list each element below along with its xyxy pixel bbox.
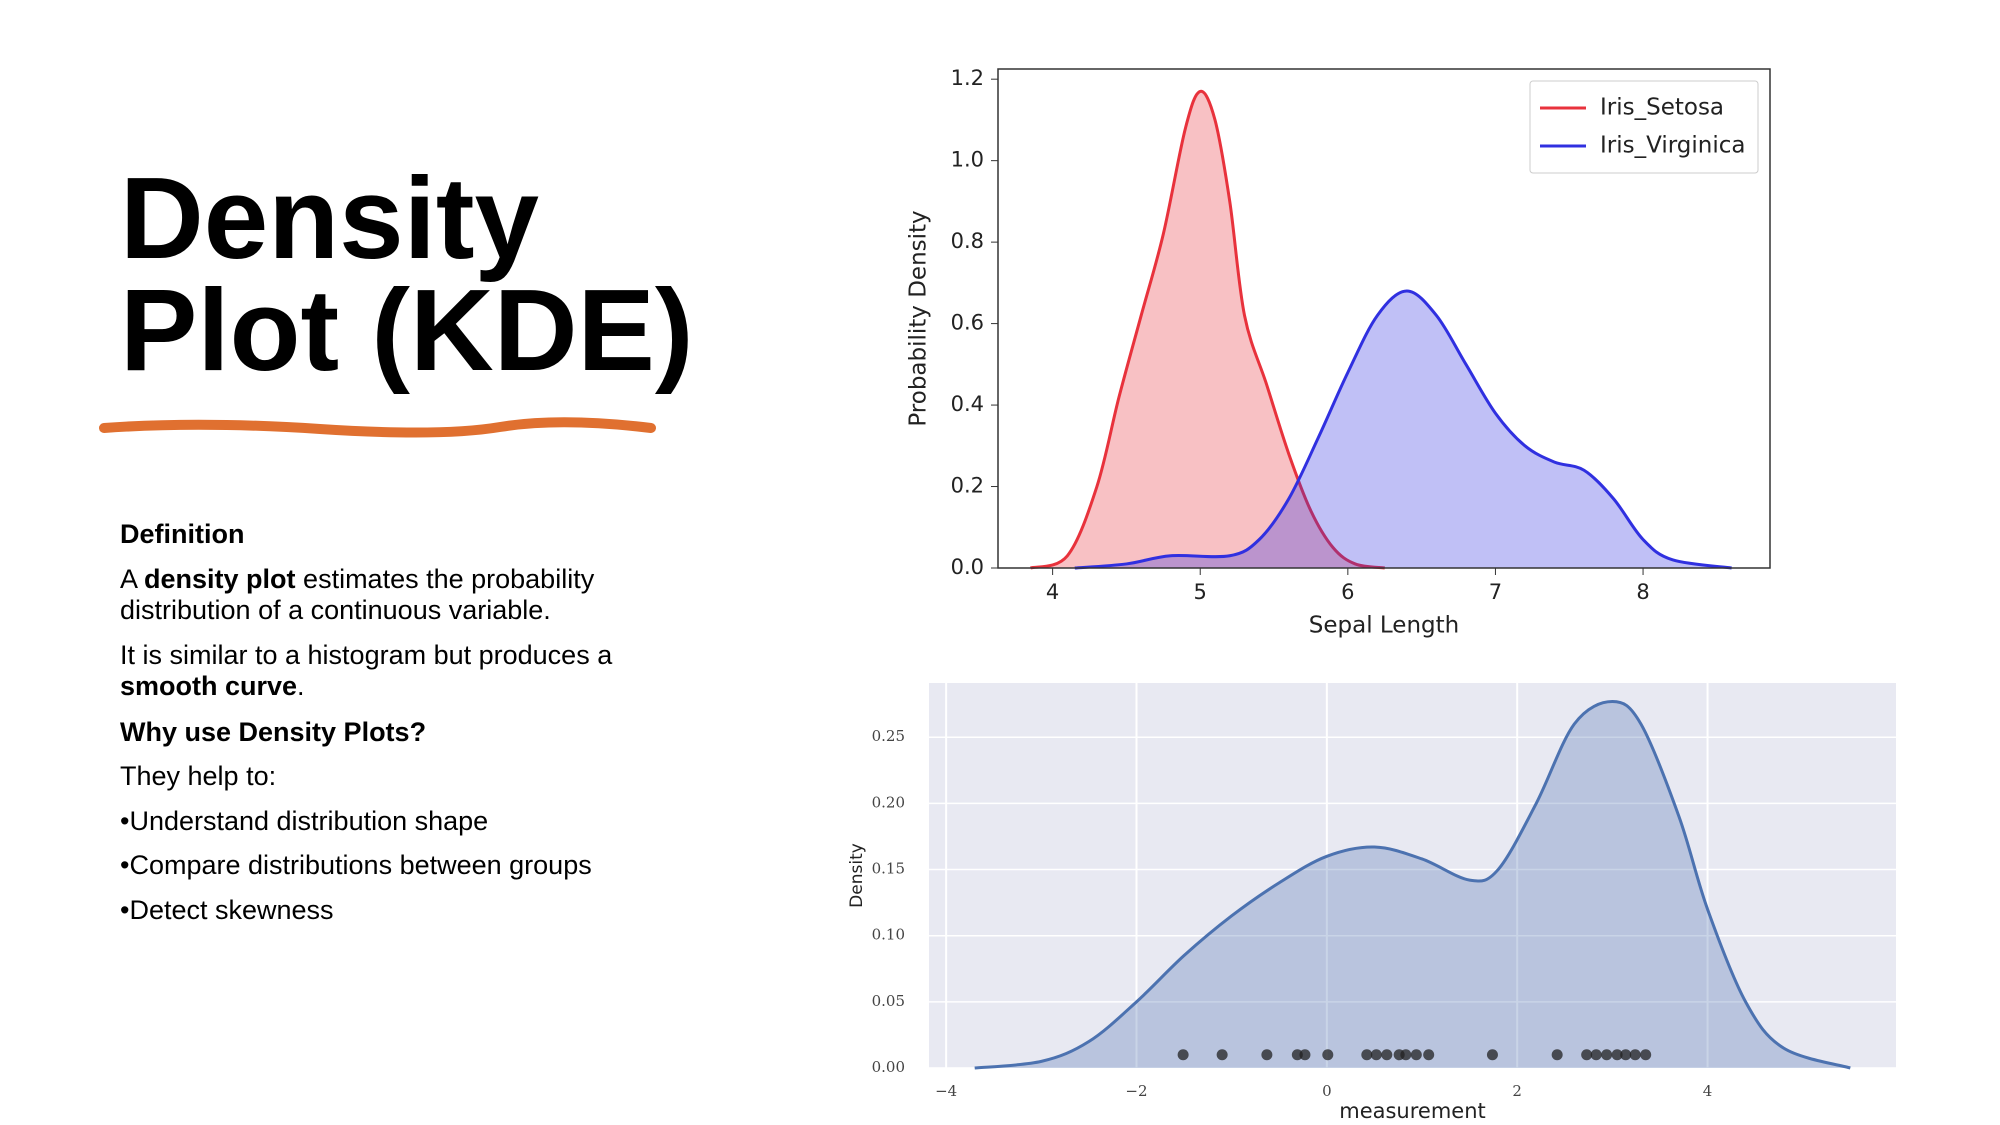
x-tick-label: 8 bbox=[1636, 580, 1649, 604]
text: A bbox=[120, 564, 145, 594]
rug-point bbox=[1400, 1049, 1412, 1061]
bold-text: smooth curve bbox=[120, 671, 298, 701]
rug-point bbox=[1551, 1049, 1563, 1061]
y-tick-label: 0.00 bbox=[872, 1058, 905, 1076]
rug-point bbox=[1370, 1049, 1382, 1061]
y-tick-label: 0.6 bbox=[951, 311, 984, 335]
text: It is similar to a histogram but produce… bbox=[120, 640, 613, 670]
bullet: •Detect skewness bbox=[120, 895, 334, 925]
bold-text: density plot bbox=[144, 564, 296, 594]
rug-point bbox=[1601, 1049, 1613, 1061]
y-tick-label: 0.25 bbox=[872, 727, 905, 745]
density-area bbox=[1030, 91, 1385, 569]
rug-point bbox=[1620, 1049, 1632, 1061]
x-axis-label: measurement bbox=[1339, 1099, 1486, 1123]
y-tick-label: 0.15 bbox=[872, 860, 905, 878]
title-line: Plot (KDE) bbox=[120, 265, 694, 395]
x-tick-label: 0 bbox=[1322, 1082, 1332, 1100]
y-axis-label: Density bbox=[847, 843, 867, 908]
bullet: •Compare distributions between groups bbox=[120, 850, 592, 880]
x-tick-label: 4 bbox=[1046, 580, 1059, 604]
text: estimates the probability distribution o… bbox=[120, 564, 595, 625]
density-area bbox=[1074, 291, 1732, 568]
paragraph: It is similar to a histogram but produce… bbox=[120, 640, 680, 702]
bullet: •Understand distribution shape bbox=[120, 806, 489, 836]
x-tick-label: 7 bbox=[1489, 580, 1502, 604]
legend-box bbox=[1529, 80, 1759, 174]
rug-point bbox=[1590, 1049, 1602, 1061]
rug-point bbox=[1361, 1049, 1373, 1061]
x-tick-label: 6 bbox=[1341, 580, 1354, 604]
rug-point bbox=[1261, 1049, 1273, 1061]
x-tick-label: −2 bbox=[1125, 1082, 1147, 1100]
x-tick-label: 4 bbox=[1703, 1082, 1713, 1100]
rug-point bbox=[1291, 1049, 1303, 1061]
rug-point bbox=[1410, 1049, 1422, 1061]
y-tick-label: 0.0 bbox=[951, 555, 984, 579]
chart: 0.00 0.05 0.10 0.15 0.20 0.25 −4 −2 0 2 4 measureme… bbox=[847, 683, 1896, 1123]
rug-point bbox=[1629, 1049, 1641, 1061]
density-area bbox=[974, 701, 1851, 1068]
y-tick-label: 1.0 bbox=[951, 148, 984, 172]
heading: Why use Density Plots? bbox=[120, 717, 427, 747]
rug-point bbox=[1581, 1049, 1593, 1061]
density-line bbox=[1074, 289, 1732, 570]
x-tick-label: 5 bbox=[1194, 580, 1207, 604]
rug-point bbox=[1611, 1049, 1623, 1061]
title-line: Density bbox=[120, 153, 540, 283]
y-tick-label: 0.10 bbox=[872, 926, 905, 944]
legend-label: Iris_Virginica bbox=[1600, 133, 1745, 159]
paragraph: They help to: bbox=[120, 761, 277, 791]
density-line bbox=[974, 700, 1851, 1070]
text: . bbox=[297, 671, 305, 701]
rug-point bbox=[1299, 1049, 1311, 1061]
x-tick-label: 2 bbox=[1512, 1082, 1522, 1100]
rug-point bbox=[1423, 1049, 1435, 1061]
y-tick-label: 0.8 bbox=[951, 229, 984, 253]
heading: Definition bbox=[120, 519, 245, 549]
y-tick-label: 0.4 bbox=[951, 392, 984, 416]
y-tick-label: 0.2 bbox=[951, 474, 984, 498]
y-tick-label: 0.20 bbox=[872, 793, 905, 811]
rug-point bbox=[1216, 1049, 1228, 1061]
rug-point bbox=[1381, 1049, 1393, 1061]
rug-point bbox=[1486, 1049, 1498, 1061]
legend-label: Iris_Setosa bbox=[1600, 95, 1724, 121]
paragraph: A density plot estimates the probability… bbox=[120, 564, 680, 626]
density-line bbox=[1030, 89, 1385, 570]
x-axis-label: Sepal Length bbox=[1309, 613, 1459, 639]
rug-point bbox=[1640, 1049, 1652, 1061]
chart: 0.0 0.2 0.4 0.6 0.8 1.0 1.2 4 5 6 7 8 Sepal Length Pr… bbox=[906, 66, 1771, 639]
x-tick-label: −4 bbox=[935, 1082, 957, 1100]
y-tick-label: 1.2 bbox=[951, 66, 984, 90]
plot-background bbox=[929, 683, 1896, 1068]
underline bbox=[99, 417, 656, 438]
plot-frame bbox=[997, 68, 1771, 569]
y-axis-label: Probability Density bbox=[906, 210, 932, 426]
rug-point bbox=[1177, 1049, 1189, 1061]
y-tick-label: 0.05 bbox=[872, 992, 905, 1010]
rug-point bbox=[1322, 1049, 1334, 1061]
